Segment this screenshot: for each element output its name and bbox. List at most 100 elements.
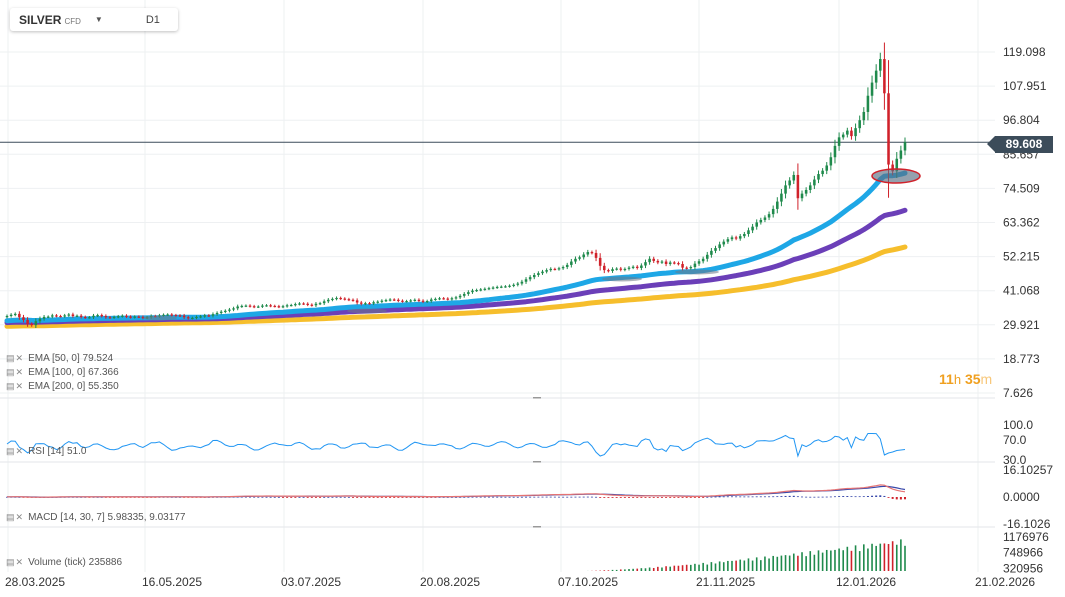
- candle-body: [75, 315, 79, 317]
- volume-bar: [879, 543, 882, 571]
- volume-bar: [821, 552, 824, 571]
- macd-histogram-bar: [364, 496, 367, 498]
- volume-bar: [751, 560, 754, 571]
- macd-histogram-bar: [730, 496, 733, 498]
- close-icon[interactable]: ✕: [15, 353, 24, 363]
- macd-histogram-bar: [850, 496, 853, 498]
- candle-body: [685, 267, 688, 269]
- volume-bar: [628, 569, 630, 571]
- macd-histogram-bar: [776, 496, 779, 498]
- volume-bar: [817, 550, 820, 571]
- legend-ema50[interactable]: ▤ ✕ EMA [50, 0] 79.524: [6, 353, 113, 364]
- candle-body: [462, 293, 466, 296]
- settings-icon[interactable]: ▤: [6, 381, 15, 391]
- macd-histogram-bar: [409, 496, 412, 498]
- macd-histogram-bar: [294, 496, 297, 498]
- macd-histogram-bar: [677, 496, 680, 498]
- candle-body: [298, 303, 301, 305]
- macd-histogram-bar: [487, 496, 490, 498]
- macd-histogram-bar: [805, 496, 808, 498]
- volume-bar: [624, 569, 626, 571]
- volume-bar: [891, 541, 894, 571]
- candle-body: [434, 298, 437, 301]
- settings-icon[interactable]: ▤: [6, 446, 15, 456]
- legend-volume[interactable]: ▤ ✕ Volume (tick) 235886: [6, 557, 122, 568]
- macd-histogram-bar: [858, 496, 861, 498]
- macd-histogram-bar: [496, 496, 499, 498]
- settings-icon[interactable]: ▤: [6, 512, 15, 522]
- macd-histogram-bar: [726, 496, 729, 498]
- candle-body: [141, 316, 145, 319]
- symbol-selector[interactable]: SILVER CFD ▼ D1: [10, 8, 178, 31]
- close-icon[interactable]: ✕: [15, 512, 24, 522]
- candle-body: [195, 316, 198, 319]
- candle-body: [397, 299, 400, 301]
- timeframe-label[interactable]: D1: [145, 13, 160, 26]
- legend-rsi[interactable]: ▤ ✕ RSI [14] 51.0: [6, 446, 86, 457]
- close-icon[interactable]: ✕: [15, 381, 24, 391]
- macd-histogram-bar: [796, 496, 799, 498]
- close-icon[interactable]: ✕: [15, 367, 24, 377]
- macd-histogram-bar: [417, 496, 420, 498]
- macd-histogram-bar: [743, 496, 746, 498]
- volume-bar: [904, 545, 906, 571]
- candle-body: [104, 315, 108, 318]
- highlight-markers: [143, 168, 921, 321]
- macd-histogram-bar: [866, 495, 869, 497]
- macd-histogram-bar: [640, 496, 643, 498]
- x-tick-label: 20.08.2025: [420, 575, 480, 589]
- macd-histogram-bar: [438, 496, 441, 498]
- volume-bar: [652, 567, 655, 571]
- macd-histogram-bar: [426, 496, 429, 498]
- volume-bar: [636, 568, 639, 571]
- volume-bar: [850, 550, 853, 571]
- legend-macd[interactable]: ▤ ✕ MACD [14, 30, 7] 5.98335, 9.03177: [6, 512, 185, 523]
- macd-histogram-bar: [389, 496, 392, 498]
- rsi-tick-label: 70.0: [1003, 433, 1027, 447]
- candle-body: [413, 299, 417, 301]
- chevron-down-icon[interactable]: ▼: [94, 15, 103, 24]
- candle-body: [495, 286, 499, 289]
- close-icon[interactable]: ✕: [15, 446, 24, 456]
- candle-body: [137, 316, 141, 318]
- legend-ema100[interactable]: ▤ ✕ EMA [100, 0] 67.366: [6, 367, 119, 378]
- macd-histogram-bar: [566, 496, 569, 498]
- legend-ema200[interactable]: ▤ ✕ EMA [200, 0] 55.350: [6, 381, 119, 392]
- volume-bar: [706, 564, 709, 571]
- candle-body: [623, 268, 627, 271]
- macd-histogram-bar: [240, 496, 243, 498]
- close-icon[interactable]: ✕: [15, 557, 24, 567]
- instrument-type: CFD: [64, 16, 81, 26]
- candle-body: [611, 269, 614, 272]
- sub-panels: [6, 433, 906, 571]
- macd-histogram-bar: [747, 496, 750, 498]
- volume-bar: [735, 560, 737, 571]
- rsi-tick-label: 100.0: [1003, 418, 1033, 432]
- candle-body: [294, 304, 297, 306]
- macd-histogram-bar: [768, 496, 771, 498]
- candle-body: [289, 304, 293, 307]
- candle-body: [38, 318, 42, 322]
- candle-body: [870, 82, 874, 96]
- candle-body: [607, 270, 610, 272]
- volume-bar: [830, 550, 832, 571]
- candle-body: [446, 298, 450, 300]
- candle-body: [792, 174, 796, 181]
- candle-body: [9, 314, 13, 316]
- volume-bar: [681, 565, 684, 571]
- volume-bar: [603, 570, 606, 571]
- candle-body: [405, 301, 408, 303]
- macd-histogram-bar: [352, 496, 355, 498]
- volume-bar: [607, 570, 610, 571]
- candle-body: [331, 298, 334, 301]
- settings-icon[interactable]: ▤: [6, 353, 15, 363]
- macd-histogram-bar: [628, 496, 631, 498]
- macd-histogram-bar: [660, 496, 663, 498]
- settings-icon[interactable]: ▤: [6, 367, 15, 377]
- volume-bar: [685, 564, 688, 571]
- candle-body: [71, 314, 75, 316]
- volume-bar: [784, 555, 787, 571]
- volume-bar: [768, 558, 770, 571]
- settings-icon[interactable]: ▤: [6, 557, 15, 567]
